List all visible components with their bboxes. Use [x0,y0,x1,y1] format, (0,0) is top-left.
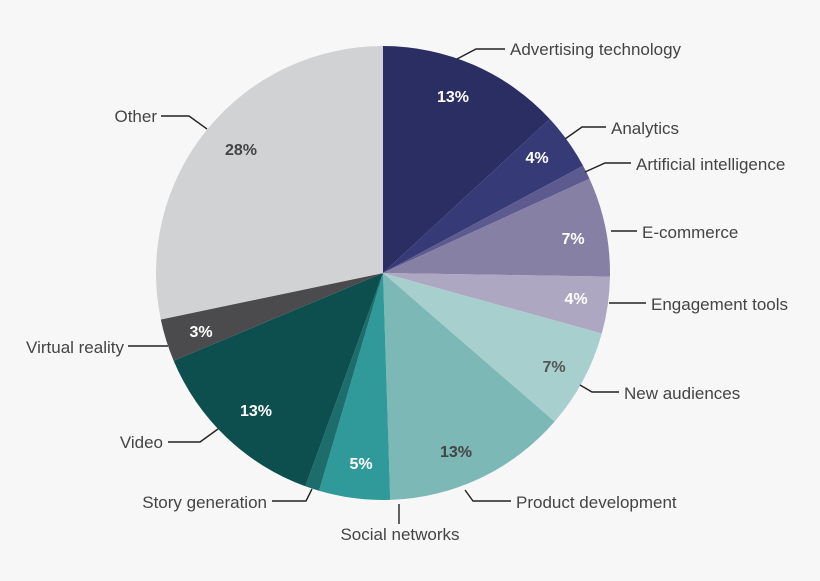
pct-label-e-commerce: 7% [561,231,584,248]
category-label-engagement-tools: Engagement tools [651,295,788,314]
leader-line-artificial-intelligence [584,162,631,173]
pie-slice-story-generation [305,273,383,491]
pct-label-engagement-tools: 4% [564,291,587,308]
category-label-video: Video [120,433,163,452]
category-label-advertising-technology: Advertising technology [510,40,682,59]
pct-label-virtual-reality: 3% [189,324,212,341]
pie-slice-engagement-tools [383,273,610,334]
pie-slice-video [173,273,383,487]
leader-line-analytics [564,126,606,140]
category-label-social-networks: Social networks [340,525,459,544]
pie-slice-analytics [383,118,584,273]
leader-line-video [168,428,219,443]
pie-slice-e-commerce [383,178,610,277]
pct-label-analytics: 4% [525,150,548,167]
category-label-e-commerce: E-commerce [642,223,738,242]
pie-slice-other [155,46,383,320]
pct-label-new-audiences: 7% [542,359,565,376]
pct-label-video: 13% [240,403,272,420]
leader-line-other [161,115,208,130]
category-label-story-generation: Story generation [142,493,267,512]
category-label-other: Other [114,107,157,126]
category-label-new-audiences: New audiences [624,384,740,403]
leader-line-advertising-technology [456,48,505,60]
leader-line-story-generation [272,488,313,502]
pct-label-other: 28% [225,142,257,159]
category-label-product-development: Product development [516,493,677,512]
pct-label-social-networks: 5% [349,456,372,473]
pct-label-advertising-technology: 13% [437,89,469,106]
category-label-analytics: Analytics [611,119,679,138]
pie-slice-new-audiences [383,273,602,422]
percentage-labels: 13% 4% 7% 4% 7% 13% 5% 13% 3% 28% [189,89,587,473]
leader-line-new-audiences [579,384,619,393]
pct-label-product-development: 13% [440,444,472,461]
leader-lines [128,48,646,524]
pie-slice-product-development [383,273,555,500]
pie-slice-social-networks [319,273,391,501]
category-label-artificial-intelligence: Artificial intelligence [636,155,785,174]
category-labels: Advertising technology Analytics Artificia… [26,40,788,544]
pie-slice-artificial-intelligence [383,165,590,273]
pie-slice-virtual-reality [160,273,383,361]
category-label-virtual-reality: Virtual reality [26,338,124,357]
pie-slice-advertising-technology [383,46,550,273]
pie-slices [155,46,610,501]
leader-line-product-development [464,489,511,502]
